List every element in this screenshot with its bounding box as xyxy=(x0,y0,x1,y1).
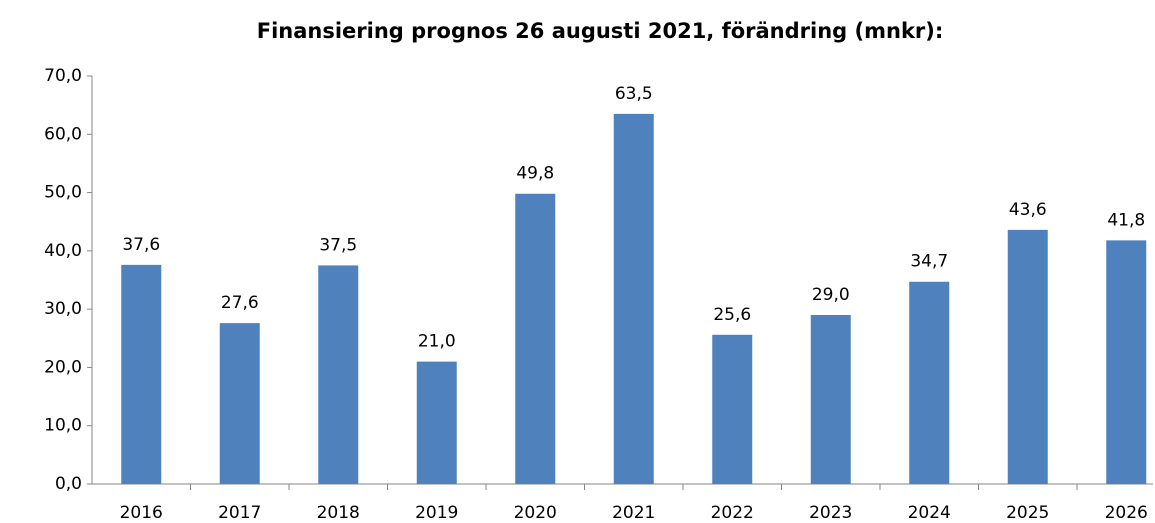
x-tick-label: 2026 xyxy=(1105,503,1148,523)
data-label: 34,7 xyxy=(910,252,948,272)
bar xyxy=(515,193,556,485)
data-label: 37,5 xyxy=(319,235,357,255)
bar xyxy=(1007,229,1048,484)
bar xyxy=(712,334,753,484)
y-tick-label: 50,0 xyxy=(44,183,82,203)
data-label: 27,6 xyxy=(221,293,259,313)
data-label: 41,8 xyxy=(1107,210,1145,230)
x-tick-label: 2016 xyxy=(120,503,163,523)
data-label: 25,6 xyxy=(713,305,751,325)
bar xyxy=(909,281,950,484)
x-tick-label: 2019 xyxy=(415,503,458,523)
x-tick-label: 2025 xyxy=(1006,503,1049,523)
bar xyxy=(613,113,654,484)
y-tick-label: 70,0 xyxy=(44,66,82,86)
x-tick-label: 2024 xyxy=(908,503,951,523)
x-tick-label: 2017 xyxy=(218,503,261,523)
bar xyxy=(219,323,260,484)
data-label: 29,0 xyxy=(812,285,850,305)
y-tick-label: 60,0 xyxy=(44,124,82,144)
data-label: 63,5 xyxy=(615,84,653,104)
y-tick-label: 20,0 xyxy=(44,357,82,377)
bar xyxy=(810,314,851,484)
x-tick-label: 2018 xyxy=(317,503,360,523)
bar xyxy=(318,265,359,484)
y-tick-label: 30,0 xyxy=(44,299,82,319)
bar xyxy=(1106,240,1147,484)
y-tick-label: 10,0 xyxy=(44,416,82,436)
x-tick-label: 2023 xyxy=(809,503,852,523)
bar xyxy=(416,361,457,484)
x-tick-label: 2022 xyxy=(711,503,754,523)
chart-title: Finansiering prognos 26 augusti 2021, fö… xyxy=(257,19,944,43)
y-tick-label: 0,0 xyxy=(55,474,82,494)
x-tick-label: 2021 xyxy=(612,503,655,523)
data-label: 37,6 xyxy=(122,235,160,255)
y-tick-label: 40,0 xyxy=(44,241,82,261)
data-label: 49,8 xyxy=(516,164,554,184)
data-label: 21,0 xyxy=(418,332,456,352)
data-label: 43,6 xyxy=(1009,200,1047,220)
x-tick-label: 2020 xyxy=(514,503,557,523)
bar xyxy=(121,264,162,484)
